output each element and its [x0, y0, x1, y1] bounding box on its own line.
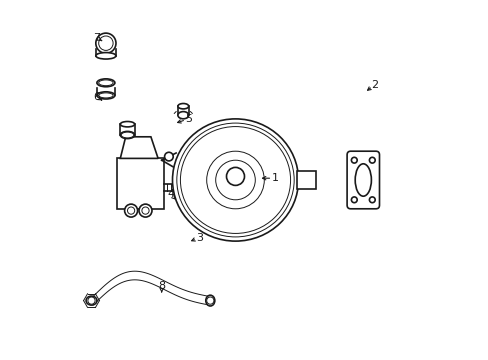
Circle shape: [368, 197, 374, 203]
Ellipse shape: [354, 164, 371, 196]
Text: 6: 6: [93, 92, 100, 102]
Text: 2: 2: [370, 80, 378, 90]
Polygon shape: [120, 137, 158, 158]
Circle shape: [226, 167, 244, 185]
Ellipse shape: [97, 92, 115, 99]
Circle shape: [99, 36, 113, 50]
Ellipse shape: [99, 80, 113, 86]
Circle shape: [88, 297, 95, 304]
Ellipse shape: [97, 79, 115, 87]
Ellipse shape: [99, 93, 113, 98]
Ellipse shape: [121, 132, 134, 138]
Ellipse shape: [205, 295, 214, 306]
Ellipse shape: [177, 123, 294, 237]
Circle shape: [142, 207, 149, 214]
Text: 8: 8: [158, 281, 165, 291]
Circle shape: [351, 157, 356, 163]
Circle shape: [215, 160, 255, 200]
Polygon shape: [117, 158, 163, 209]
Ellipse shape: [172, 119, 298, 241]
Bar: [296, 171, 316, 189]
Circle shape: [206, 151, 264, 209]
Text: 1: 1: [271, 173, 278, 183]
Circle shape: [164, 152, 173, 161]
Circle shape: [124, 204, 137, 217]
Ellipse shape: [86, 296, 97, 305]
Text: 7: 7: [93, 33, 100, 43]
Ellipse shape: [178, 104, 188, 109]
Circle shape: [139, 204, 152, 217]
Ellipse shape: [96, 53, 116, 59]
Ellipse shape: [120, 131, 134, 139]
Circle shape: [127, 207, 134, 214]
Text: 3: 3: [196, 233, 203, 243]
FancyBboxPatch shape: [346, 151, 379, 209]
Ellipse shape: [120, 122, 134, 127]
Ellipse shape: [180, 127, 290, 233]
Ellipse shape: [178, 112, 188, 119]
Circle shape: [368, 157, 374, 163]
Circle shape: [96, 33, 116, 53]
Text: 5: 5: [185, 114, 192, 124]
Circle shape: [206, 297, 213, 304]
Circle shape: [351, 197, 356, 203]
Text: 4: 4: [167, 189, 174, 199]
